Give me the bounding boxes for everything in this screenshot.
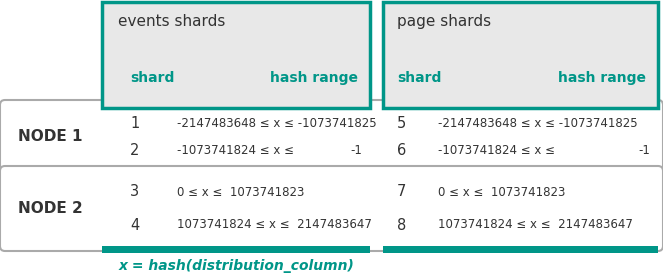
Text: -2147483648 ≤ x ≤ -1073741825: -2147483648 ≤ x ≤ -1073741825 <box>438 117 638 130</box>
Bar <box>383 2 658 108</box>
Text: hash range: hash range <box>270 71 358 85</box>
Text: 4: 4 <box>130 218 139 232</box>
FancyBboxPatch shape <box>0 166 663 251</box>
Text: 0 ≤ x ≤  1073741823: 0 ≤ x ≤ 1073741823 <box>438 186 566 199</box>
Text: -1073741824 ≤ x ≤: -1073741824 ≤ x ≤ <box>177 144 294 157</box>
Text: -2147483648 ≤ x ≤ -1073741825: -2147483648 ≤ x ≤ -1073741825 <box>177 117 377 130</box>
Text: events shards: events shards <box>118 14 225 29</box>
Text: NODE 2: NODE 2 <box>18 201 83 216</box>
Text: page shards: page shards <box>397 14 491 29</box>
Bar <box>383 246 658 253</box>
Text: -1: -1 <box>350 144 362 157</box>
Text: x = hash(distribution_column): x = hash(distribution_column) <box>118 259 354 273</box>
Text: NODE 1: NODE 1 <box>18 129 82 144</box>
Text: 1: 1 <box>130 116 139 131</box>
Text: 2: 2 <box>130 143 139 158</box>
Text: 1073741824 ≤ x ≤  2147483647: 1073741824 ≤ x ≤ 2147483647 <box>438 218 633 232</box>
Text: 1073741824 ≤ x ≤  2147483647: 1073741824 ≤ x ≤ 2147483647 <box>177 218 372 232</box>
Bar <box>102 246 370 253</box>
Text: 7: 7 <box>397 185 406 199</box>
Text: shard: shard <box>397 71 442 85</box>
Text: 5: 5 <box>397 116 406 131</box>
Text: shard: shard <box>130 71 174 85</box>
Text: -1073741824 ≤ x ≤: -1073741824 ≤ x ≤ <box>438 144 555 157</box>
Text: -1: -1 <box>638 144 650 157</box>
FancyBboxPatch shape <box>0 100 663 173</box>
Bar <box>102 2 370 108</box>
Text: 3: 3 <box>130 185 139 199</box>
Text: hash range: hash range <box>558 71 646 85</box>
Text: 8: 8 <box>397 218 406 232</box>
Text: 6: 6 <box>397 143 406 158</box>
Text: 0 ≤ x ≤  1073741823: 0 ≤ x ≤ 1073741823 <box>177 186 304 199</box>
